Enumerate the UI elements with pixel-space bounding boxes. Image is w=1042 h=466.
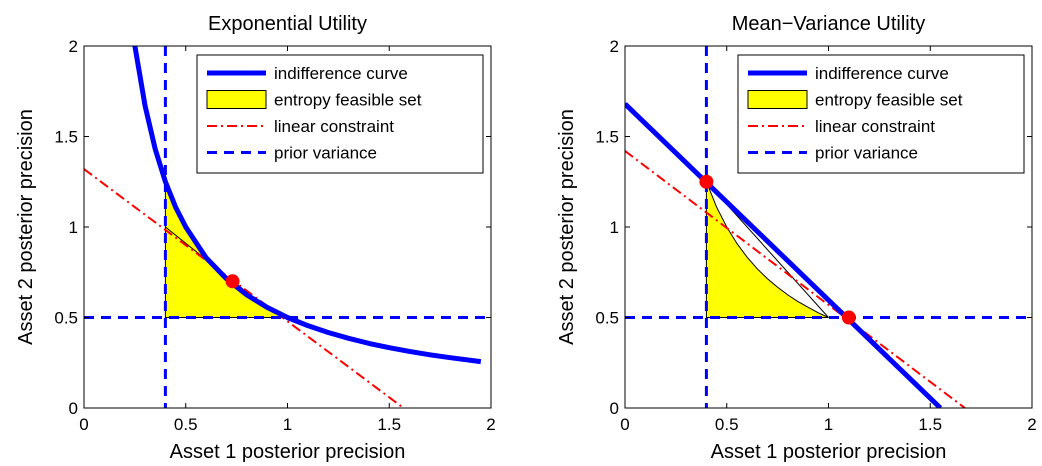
x-tick-label: 0.5 (715, 415, 739, 434)
y-tick-label: 1 (610, 218, 619, 237)
y-tick-label: 1.5 (54, 128, 78, 147)
entropy-feasible-set (705, 181, 829, 318)
legend-swatch-entropy-feasible-set (747, 90, 808, 109)
legend-label: indifference curve (815, 64, 949, 83)
x-axis-label: Asset 1 posterior precision (170, 441, 406, 463)
linear-constraint-line (625, 150, 966, 408)
legend-label: prior variance (274, 144, 377, 163)
x-tick-label: 0.5 (174, 415, 198, 434)
plot-area (625, 46, 1032, 408)
legend-swatch-entropy-feasible-set (206, 90, 267, 109)
x-tick-label: 1 (283, 415, 292, 434)
x-tick-label: 0 (79, 415, 88, 434)
y-tick-label: 0.5 (595, 309, 619, 328)
linear-constraint-line (84, 168, 405, 408)
legend-label: linear constraint (274, 117, 394, 136)
y-tick-label: 0 (610, 399, 619, 418)
legend-label: entropy feasible set (274, 91, 422, 110)
y-tick-label: 2 (69, 37, 78, 56)
y-tick-label: 1.5 (595, 128, 619, 147)
x-tick-label: 0 (620, 415, 629, 434)
chart-title: Mean−Variance Utility (732, 13, 926, 35)
exponential-utility-panel: 0 0.5 1 1.5 2 0 0.5 1 1.5 2 Exponential Utility Ass… (15, 13, 496, 463)
optimum-point (699, 174, 714, 189)
x-tick-label: 2 (486, 415, 495, 434)
mean-variance-utility-panel: 0 0.5 1 1.5 2 0 0.5 1 1.5 2 Mean−Variance Utility A… (556, 13, 1037, 463)
x-tick-label: 1.5 (918, 415, 942, 434)
legend: indifference curve entropy feasible set li… (737, 54, 1025, 174)
y-axis-label: Asset 2 posterior precision (556, 109, 578, 345)
y-tick-label: 0 (69, 399, 78, 418)
legend-label: entropy feasible set (815, 91, 963, 110)
optimum-point (841, 310, 856, 325)
chart-title: Exponential Utility (208, 13, 367, 35)
y-axis-label: Asset 2 posterior precision (15, 109, 37, 345)
indifference-curve (132, 46, 482, 365)
indifference-curve (625, 102, 943, 408)
legend: indifference curve entropy feasible set li… (196, 54, 484, 174)
y-tick-label: 0.5 (54, 309, 78, 328)
optimum-point (225, 274, 240, 289)
y-tick-label: 1 (69, 218, 78, 237)
plot-area (84, 46, 491, 408)
legend-label: indifference curve (274, 64, 408, 83)
x-tick-label: 1.5 (377, 415, 401, 434)
y-tick-label: 2 (610, 37, 619, 56)
x-axis-label: Asset 1 posterior precision (711, 441, 947, 463)
x-tick-label: 1 (824, 415, 833, 434)
legend-label: prior variance (815, 144, 918, 163)
legend-label: linear constraint (815, 117, 935, 136)
x-tick-label: 2 (1027, 415, 1036, 434)
